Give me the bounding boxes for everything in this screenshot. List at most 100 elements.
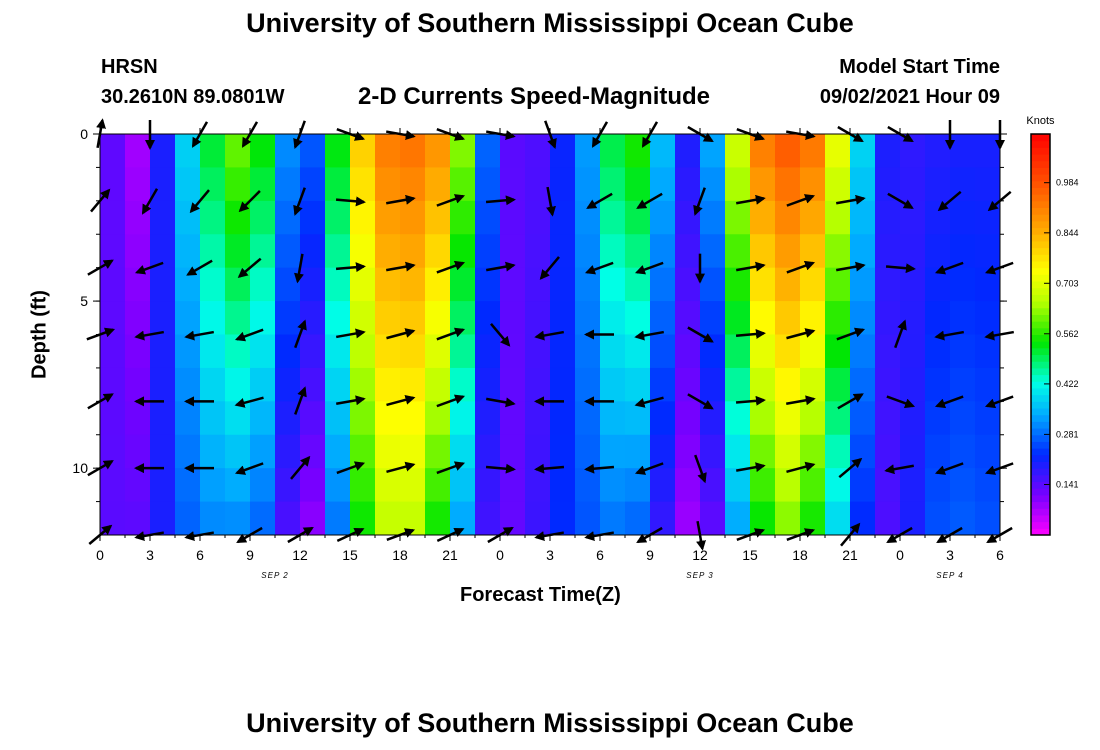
heatmap-cell [675,267,701,302]
heatmap-cell [875,501,901,536]
x-tick-label: 12 [292,547,308,563]
heatmap-cell [200,301,226,335]
heatmap-cell [475,134,501,168]
heatmap-cell [275,267,301,302]
heatmap-cell [725,401,751,436]
heatmap-cell [825,234,851,269]
current-vector-arrow [290,455,311,480]
heatmap-cell [425,167,451,202]
heatmap-cell [875,401,901,436]
heatmap-cell [600,134,626,168]
heatmap-cell [125,334,151,369]
current-vector-arrow [884,464,915,475]
current-vector-arrow [234,462,264,475]
heatmap-cell [375,234,401,269]
main-title: University of Southern Mississippi Ocean… [246,8,854,38]
heatmap-cell [250,134,276,168]
heatmap-cell [625,501,651,536]
heatmap-cell [800,401,826,436]
current-vector-arrow [886,395,916,409]
heatmap-cell [800,267,826,302]
heatmap-cell [625,401,651,436]
heatmap-cell [325,401,351,436]
heatmap-cell [100,367,126,402]
heatmap-cell [300,234,326,269]
heatmap-cell [800,468,826,503]
current-vector-arrow [294,253,304,284]
heatmap-cell [175,167,201,202]
heatmap-cell [425,301,451,335]
colorbar-segment [1031,401,1050,409]
heatmap-cell [875,134,901,168]
heatmap-cell [850,234,876,269]
heatmap-cell [850,134,876,168]
heatmap-cell [400,401,426,436]
colorbar-segment [1031,200,1050,209]
heatmap-cell [475,167,501,202]
heatmap-cell [400,234,426,269]
current-vector-arrow [336,461,366,475]
heatmap-cell [650,367,676,402]
colorbar-segment [1031,220,1050,229]
heatmap-cell [250,367,276,402]
colorbar-segment [1031,341,1050,349]
heatmap-cell [950,468,976,503]
heatmap-cell [725,468,751,503]
current-vector-arrow [141,188,159,215]
heatmap-cell [300,367,326,402]
current-vector-arrow [835,194,866,205]
heatmap-cell [900,301,926,335]
heatmap-cell [150,468,176,503]
colorbar-tick-label: 0.141 [1056,480,1079,490]
current-vector-arrow [335,262,366,273]
heatmap-cell [775,501,801,536]
current-vector-arrow [937,190,962,212]
heatmap-cell [850,200,876,235]
axes: 0 3 6 9 12 15 18 21 0 3 6 9 12 15 18 21 0 3 6 0 5 10 SEP 2 SEP … [72,126,1007,580]
heatmap-cell [800,367,826,402]
heatmap-cell [650,267,676,302]
heatmap-cell [500,401,526,436]
heatmap-cell [725,267,751,302]
current-vector-arrow [687,326,714,343]
current-vector-arrow [934,261,964,275]
heatmap-cell [175,267,201,302]
heatmap-cell [500,367,526,402]
heatmap-cell [125,468,151,503]
heatmap-cell [775,401,801,436]
colorbar-segment [1031,287,1050,295]
heatmap-cell [725,234,751,269]
heatmap-cell [700,301,726,335]
colorbar-segment [1031,528,1050,536]
heatmap-cell [675,200,701,235]
current-vector-arrow [534,463,565,474]
current-vector-arrow [294,319,307,349]
heatmap-cell [725,434,751,469]
current-vector-arrow [636,192,663,209]
heatmap-cell [400,200,426,235]
footer-title: University of Southern Mississippi Ocean… [246,708,854,738]
heatmap-cell [600,301,626,335]
heatmap-cell [125,134,151,168]
heatmap-cell [850,267,876,302]
colorbar-segment [1031,434,1050,442]
heatmap-cell [450,200,476,235]
heatmap-cell [575,501,601,536]
colorbar-segment [1031,448,1050,456]
heatmap-cell [750,468,776,503]
heatmap-cell [675,167,701,202]
heatmap-cell [225,401,251,436]
heatmap-cell [350,367,376,402]
colorbar-segment [1031,347,1050,356]
heatmap-cell [475,401,501,436]
heatmap-cell [375,134,401,168]
heatmap-cell [575,334,601,369]
heatmap-cell [300,267,326,302]
heatmap-cell [150,334,176,369]
heatmap-cell [475,267,501,302]
heatmap-cell [250,468,276,503]
heatmap-cell [500,501,526,536]
colorbar-segment [1031,267,1050,275]
x-tick-label: 6 [996,547,1004,563]
heatmap-cell [875,200,901,235]
